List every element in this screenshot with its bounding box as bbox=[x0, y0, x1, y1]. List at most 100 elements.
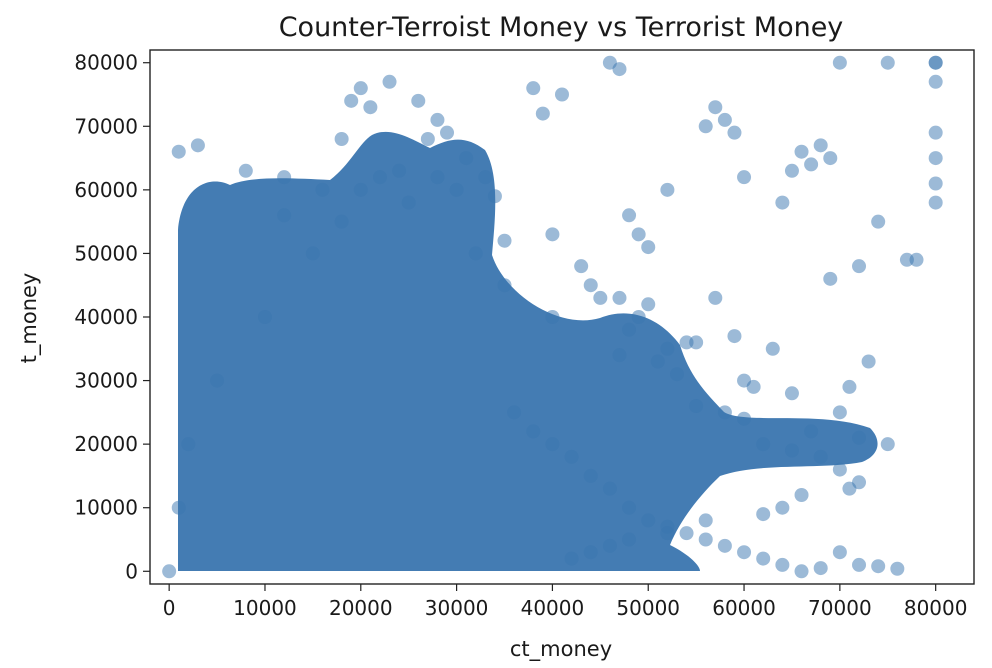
scatter-point bbox=[622, 500, 637, 515]
dense-point-cloud bbox=[178, 131, 878, 571]
x-axis-ticks: 0 10000 20000 30000 40000 50000 60000 70000 8000… bbox=[163, 584, 967, 620]
x-tick-label: 40000 bbox=[521, 596, 585, 620]
scatter-point bbox=[909, 252, 924, 267]
scatter-point bbox=[775, 195, 790, 210]
scatter-point bbox=[487, 189, 502, 204]
scatter-point bbox=[689, 335, 704, 350]
scatter-point bbox=[737, 545, 752, 560]
scatter-point bbox=[928, 55, 943, 70]
scatter-point bbox=[660, 526, 675, 541]
scatter-point bbox=[602, 481, 617, 496]
y-axis-ticks: 0 10000 20000 30000 40000 50000 60000 70000 8000… bbox=[74, 51, 150, 583]
scatter-point bbox=[353, 182, 368, 197]
scatter-point bbox=[794, 488, 809, 502]
scatter-point bbox=[852, 557, 867, 572]
scatter-point bbox=[545, 310, 560, 324]
scatter-point bbox=[689, 399, 704, 413]
scatter-point bbox=[622, 532, 637, 547]
scatter-point bbox=[459, 151, 474, 166]
scatter-point bbox=[928, 176, 943, 191]
scatter-point bbox=[756, 437, 771, 452]
scatter-point bbox=[804, 157, 819, 172]
scatter-point bbox=[602, 538, 617, 553]
scatter-point bbox=[660, 182, 675, 197]
scatter-point bbox=[401, 195, 416, 210]
scatter-point bbox=[430, 170, 445, 185]
scatter-point bbox=[277, 170, 292, 185]
scatter-point bbox=[852, 259, 867, 274]
scatter-point bbox=[468, 246, 483, 261]
x-tick-label: 50000 bbox=[616, 596, 680, 620]
scatter-point bbox=[171, 500, 186, 515]
scatter-point bbox=[708, 290, 723, 305]
scatter-point bbox=[928, 195, 943, 210]
scatter-point bbox=[698, 513, 713, 528]
scatter-point bbox=[813, 561, 828, 576]
scatter-point bbox=[813, 138, 828, 153]
scatter-points bbox=[162, 55, 943, 579]
scatter-point bbox=[717, 405, 732, 420]
scatter-point bbox=[890, 561, 905, 576]
scatter-point bbox=[564, 551, 579, 566]
scatter-point bbox=[526, 81, 541, 96]
chart-title: Counter-Terroist Money vs Terrorist Mone… bbox=[279, 12, 844, 43]
scatter-point bbox=[832, 462, 847, 477]
scatter-point bbox=[507, 405, 522, 420]
scatter-point bbox=[794, 564, 809, 579]
scatter-point bbox=[612, 290, 627, 305]
scatter-point bbox=[832, 545, 847, 560]
y-tick-label: 80000 bbox=[74, 51, 138, 75]
scatter-point bbox=[545, 437, 560, 452]
scatter-point bbox=[823, 151, 838, 166]
scatter-point bbox=[344, 93, 359, 108]
y-tick-label: 40000 bbox=[74, 305, 138, 329]
scatter-point bbox=[334, 214, 349, 229]
y-tick-label: 0 bbox=[125, 559, 138, 583]
scatter-point bbox=[708, 100, 723, 115]
x-tick-label: 60000 bbox=[712, 596, 776, 620]
scatter-point bbox=[679, 526, 694, 541]
scatter-point bbox=[583, 278, 598, 293]
scatter-point bbox=[305, 246, 320, 261]
x-tick-label: 20000 bbox=[329, 596, 393, 620]
scatter-point bbox=[852, 430, 867, 445]
scatter-point bbox=[190, 138, 205, 153]
scatter-point bbox=[334, 132, 349, 146]
scatter-point bbox=[162, 564, 177, 579]
scatter-point bbox=[622, 208, 637, 223]
scatter-point bbox=[497, 278, 512, 293]
scatter-point bbox=[660, 341, 675, 356]
scatter-point bbox=[804, 424, 819, 439]
x-axis-label: ct_money bbox=[510, 637, 612, 662]
x-tick-label: 70000 bbox=[808, 596, 872, 620]
scatter-point bbox=[631, 227, 646, 242]
y-tick-label: 50000 bbox=[74, 241, 138, 265]
scatter-point bbox=[842, 379, 857, 394]
scatter-point bbox=[842, 481, 857, 496]
scatter-point bbox=[277, 208, 292, 223]
scatter-point bbox=[737, 411, 752, 426]
scatter-point bbox=[315, 182, 330, 197]
scatter-point bbox=[823, 271, 838, 286]
scatter-point bbox=[449, 182, 464, 197]
scatter-point bbox=[928, 74, 943, 89]
x-tick-label: 0 bbox=[163, 596, 176, 620]
scatter-point bbox=[353, 81, 368, 96]
scatter-point bbox=[871, 559, 886, 574]
scatter-point bbox=[535, 106, 550, 121]
scatter-point bbox=[928, 125, 943, 140]
scatter-point bbox=[784, 386, 799, 401]
scatter-point bbox=[181, 437, 196, 452]
scatter-point bbox=[622, 322, 637, 337]
y-tick-label: 20000 bbox=[74, 432, 138, 456]
y-tick-label: 30000 bbox=[74, 369, 138, 393]
scatter-point bbox=[727, 125, 742, 140]
scatter-point bbox=[746, 379, 761, 394]
scatter-point bbox=[880, 437, 895, 452]
scatter-point bbox=[669, 367, 684, 382]
scatter-point bbox=[880, 55, 895, 70]
scatter-point bbox=[363, 100, 378, 115]
scatter-point bbox=[497, 233, 512, 248]
scatter-point bbox=[832, 405, 847, 420]
